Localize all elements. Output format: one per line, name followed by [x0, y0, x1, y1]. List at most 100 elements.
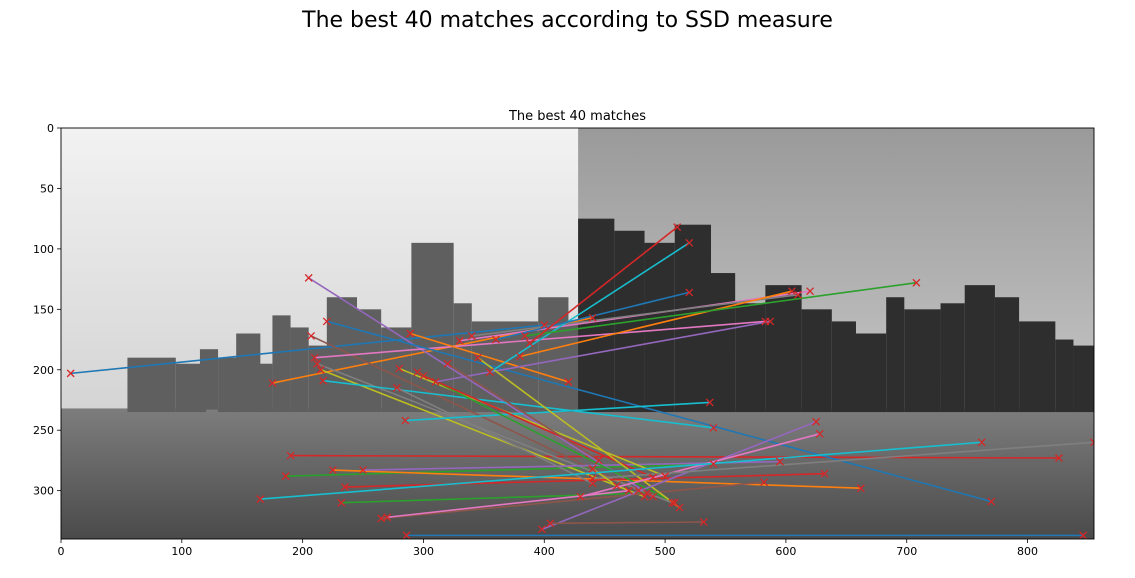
marker-stroke — [443, 359, 452, 368]
match-point-right — [987, 497, 996, 506]
marker-stroke — [705, 398, 714, 407]
right-building — [711, 273, 736, 413]
marker-stroke — [1055, 454, 1063, 462]
x-tick-label: 100 — [171, 545, 192, 558]
marker-stroke — [319, 376, 328, 385]
axes-frame — [60, 127, 1095, 540]
match-line — [417, 371, 676, 504]
match-point-left — [443, 359, 452, 368]
marker-stroke — [912, 278, 921, 287]
match-point-left — [322, 317, 331, 326]
match-point-right — [668, 498, 677, 507]
marker-stroke — [66, 369, 75, 378]
right-building — [994, 297, 1020, 413]
match-point-right — [794, 290, 802, 299]
match-point-left — [340, 483, 349, 491]
marker-stroke — [787, 287, 796, 296]
match-point-right — [760, 478, 769, 487]
match-point-left — [359, 466, 368, 475]
right-building — [735, 303, 766, 413]
right-building — [964, 285, 995, 413]
match-point-left — [328, 466, 337, 475]
match-point-right — [649, 473, 657, 482]
marker-stroke — [304, 273, 313, 282]
marker-stroke — [431, 377, 440, 386]
marker-stroke — [401, 416, 410, 425]
left-building — [199, 349, 219, 410]
match-line — [308, 277, 654, 498]
match-point-right — [977, 438, 986, 447]
match-point-right — [912, 278, 921, 287]
match-point-left — [485, 368, 494, 377]
match-point-right — [1055, 454, 1063, 462]
right-building — [831, 321, 856, 413]
marker-stroke — [812, 417, 821, 426]
match-point-left — [516, 352, 525, 361]
match-line — [550, 521, 704, 525]
match-line — [524, 281, 917, 337]
match-point-left — [307, 331, 316, 340]
marker-stroke — [402, 531, 411, 539]
right-building — [940, 303, 965, 413]
match-point-left — [520, 331, 529, 340]
marker-stroke — [520, 331, 529, 340]
match-point-right — [588, 313, 597, 322]
match-line — [519, 290, 793, 358]
marker-stroke — [670, 498, 679, 507]
match-line — [423, 375, 654, 479]
marker-stroke — [661, 472, 670, 481]
marker-stroke — [525, 339, 534, 348]
match-line — [495, 291, 690, 341]
right-building — [1055, 339, 1074, 413]
marker-stroke — [286, 451, 295, 460]
match-line — [447, 363, 600, 462]
image-background — [61, 128, 1094, 539]
marker-stroke — [377, 514, 386, 523]
match-point-right — [820, 469, 829, 478]
y-tick-label: 100 — [33, 243, 54, 256]
marker-stroke — [588, 464, 597, 473]
match-point-left — [491, 335, 500, 344]
right-building — [1073, 345, 1094, 413]
marker-stroke — [540, 321, 549, 329]
x-tick-label: 300 — [413, 545, 434, 558]
match-point-right — [787, 287, 796, 296]
marker-stroke — [485, 368, 494, 377]
match-point-left — [401, 416, 410, 425]
right-building — [644, 242, 675, 413]
right-building — [904, 309, 941, 413]
marker-stroke — [766, 317, 775, 326]
marker-stroke — [673, 223, 682, 232]
match-point-right — [806, 287, 815, 296]
match-line — [489, 242, 690, 373]
y-tick-label: 200 — [33, 364, 54, 377]
match-point-left — [576, 492, 585, 501]
marker-stroke — [395, 364, 404, 373]
match-point-left — [455, 336, 464, 345]
marker-stroke — [699, 518, 708, 527]
match-point-left — [268, 379, 277, 388]
match-point-right — [594, 456, 603, 465]
marker-stroke — [313, 359, 322, 368]
match-point-right — [649, 492, 657, 501]
match-point-left — [419, 371, 428, 380]
match-point-right — [643, 489, 651, 498]
marker-stroke — [1090, 441, 1094, 447]
marker-stroke — [987, 497, 996, 506]
match-point-right — [705, 398, 714, 407]
match-point-left — [304, 273, 313, 282]
match-point-left — [612, 481, 621, 490]
match-line — [529, 226, 678, 344]
match-markers — [66, 223, 1094, 539]
match-point-left — [402, 531, 411, 539]
marker-stroke — [612, 481, 621, 490]
right-building — [886, 297, 905, 413]
match-point-right — [1090, 438, 1094, 447]
match-point-left — [588, 474, 597, 483]
marker-stroke — [640, 492, 649, 501]
marker-stroke — [564, 377, 573, 386]
match-line — [290, 454, 1059, 459]
match-point-left — [377, 514, 386, 523]
match-point-right — [1079, 531, 1088, 539]
figure-suptitle: The best 40 matches according to SSD mea… — [302, 8, 833, 33]
